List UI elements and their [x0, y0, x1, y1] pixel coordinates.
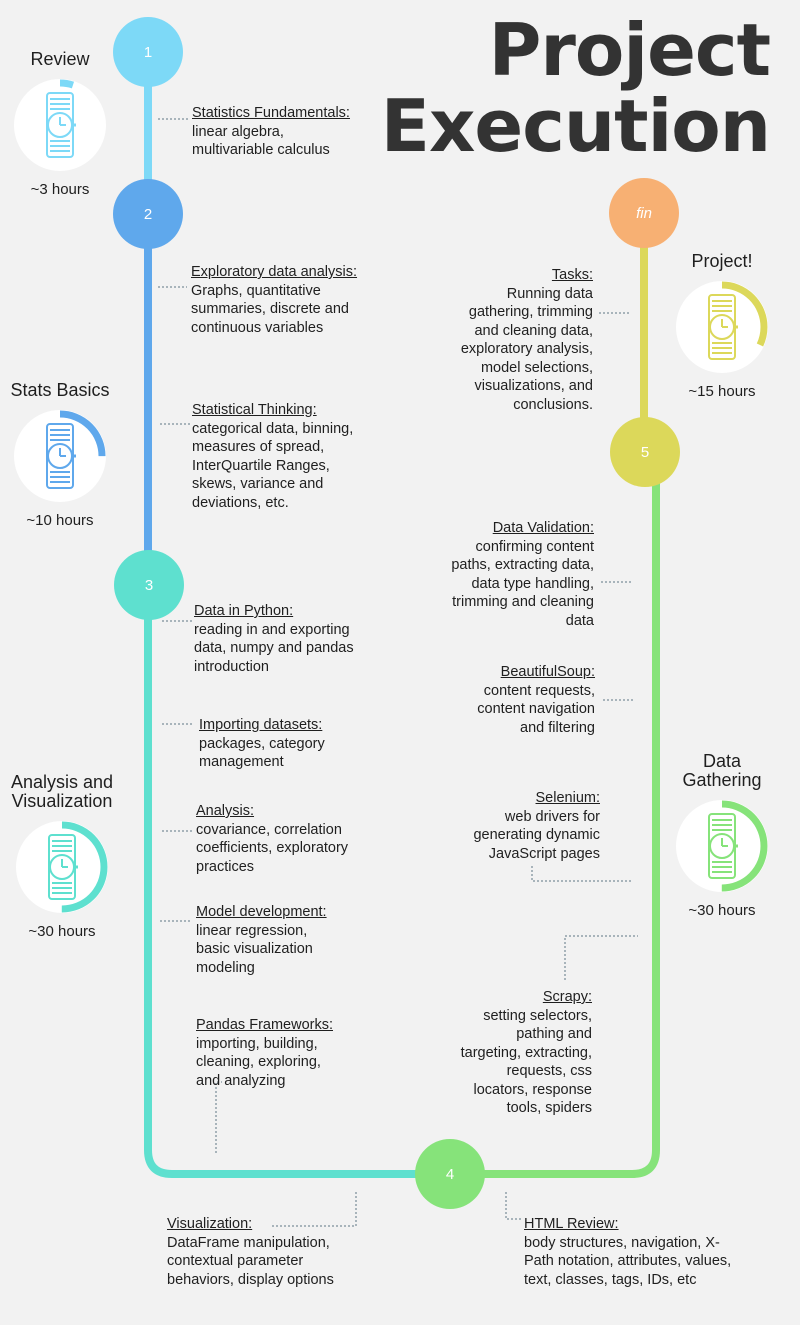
watch-icon [708, 813, 738, 879]
step-node-label: 4 [445, 1165, 455, 1183]
block-heading: Data in Python: [194, 603, 294, 619]
step-node-label: 5 [640, 443, 650, 461]
block-heading: Statistics Fundamentals: [192, 105, 350, 121]
block-heading: Model development: [196, 904, 327, 920]
segment-analysis [144, 610, 420, 1178]
step-node-label: 1 [143, 43, 153, 61]
step-node-4: 4 [415, 1139, 485, 1209]
block-pandas-frameworks: Pandas Frameworks: importing, building, … [196, 1016, 333, 1090]
phase-analysis: Analysis and Visualization ~30 hours [0, 772, 124, 941]
block-scrapy: Scrapy: setting selectors, pathing and t… [461, 988, 592, 1118]
block-body: reading in and exporting data, numpy and… [194, 621, 354, 675]
block-heading: Statistical Thinking: [192, 402, 317, 418]
block-analysis: Analysis: covariance, correlation coeffi… [196, 802, 348, 876]
block-body: linear algebra, multivariable calculus [192, 123, 330, 159]
block-heading: Visualization: [167, 1216, 253, 1232]
page-title: Project Execution [380, 8, 771, 168]
block-data-in-python: Data in Python: reading in and exporting… [194, 602, 354, 676]
block-html-review: HTML Review: body structures, navigation… [524, 1215, 731, 1289]
block-body: linear regression, basic visualization m… [196, 922, 313, 976]
step-node-fin: fin [609, 178, 679, 248]
stopwatch-dial [676, 800, 768, 892]
block-body: packages, category management [199, 735, 325, 771]
stopwatch-icon [12, 77, 108, 173]
phase-hours: ~3 hours [30, 181, 90, 198]
block-tasks: Tasks: Running data gathering, trimming … [461, 266, 593, 414]
progress-arc [676, 800, 768, 892]
block-importing-datasets: Importing datasets: packages, category m… [199, 716, 325, 772]
stopwatch-dial [14, 410, 106, 502]
step-node-5: 5 [610, 417, 680, 487]
stopwatch-dial [16, 821, 108, 913]
watch-icon [48, 834, 78, 900]
block-heading: Exploratory data analysis: [191, 264, 358, 280]
stopwatch-dial [14, 79, 106, 171]
step-node-2: 2 [113, 179, 183, 249]
phase-stats-basics: Stats Basics ~10 hours [0, 380, 120, 530]
block-heading: Importing datasets: [199, 717, 323, 733]
stopwatch-icon [14, 819, 110, 915]
phase-name: Data Gathering [682, 751, 762, 790]
block-body: body structures, navigation, X- Path not… [524, 1234, 732, 1288]
progress-arc [14, 410, 106, 502]
block-body: DataFrame manipulation, contextual param… [167, 1234, 334, 1288]
phase-review: Review ~3 hours [0, 50, 120, 198]
watch-icon [708, 294, 738, 360]
block-beautifulsoup: BeautifulSoup: content requests, content… [477, 663, 595, 737]
stopwatch-icon [674, 798, 770, 894]
phase-hours: ~15 hours [688, 383, 756, 400]
block-body: web drivers for generating dynamic JavaS… [473, 808, 600, 862]
stopwatch-icon [12, 408, 108, 504]
step-node-label: 2 [143, 205, 153, 223]
stopwatch-icon [674, 279, 770, 375]
block-body: content requests, content navigation and… [477, 682, 595, 736]
block-heading: Analysis: [196, 803, 255, 819]
phase-name: Review [30, 49, 90, 69]
progress-arc [14, 79, 106, 171]
phase-name: Analysis and Visualization [10, 772, 114, 811]
phase-data-gathering: Data Gathering ~30 hours [666, 752, 778, 919]
block-heading: HTML Review: [524, 1216, 619, 1232]
block-statistical-thinking: Statistical Thinking: categorical data, … [192, 401, 353, 512]
block-selenium: Selenium: web drivers for generating dyn… [473, 789, 600, 863]
phase-project: Project! ~15 hours [666, 252, 778, 400]
block-exploratory-data-analysis: Exploratory data analysis: Graphs, quant… [191, 263, 357, 337]
block-body: setting selectors, pathing and targeting… [460, 1007, 592, 1117]
phase-hours: ~30 hours [688, 902, 756, 919]
segment-gathering [478, 470, 660, 1178]
progress-arc [676, 281, 768, 373]
block-heading: Data Validation: [492, 520, 594, 536]
block-model-development: Model development: linear regression, ba… [196, 903, 327, 977]
block-body: Running data gathering, trimming and cle… [460, 285, 593, 413]
block-heading: Pandas Frameworks: [196, 1017, 333, 1033]
block-body: confirming content paths, extracting dat… [451, 538, 594, 629]
watch-icon [46, 423, 76, 489]
phase-hours: ~10 hours [26, 512, 94, 529]
phase-hours: ~30 hours [28, 923, 96, 940]
phase-name: Stats Basics [10, 380, 110, 400]
block-body: categorical data, binning, measures of s… [192, 420, 354, 511]
step-node-label: 3 [144, 576, 154, 594]
block-heading: Selenium: [535, 790, 600, 806]
step-node-1: 1 [113, 17, 183, 87]
block-statistics-fundamentals: Statistics Fundamentals: linear algebra,… [192, 104, 350, 160]
phase-name: Project! [691, 251, 753, 271]
block-body: importing, building, cleaning, exploring… [196, 1035, 321, 1089]
progress-arc [16, 821, 108, 913]
block-visualization: Visualization: DataFrame manipulation, c… [167, 1215, 334, 1289]
block-data-validation: Data Validation: confirming content path… [451, 519, 594, 630]
block-body: covariance, correlation coefficients, ex… [196, 821, 349, 875]
block-heading: Tasks: [551, 267, 593, 283]
connectors [158, 118, 638, 1227]
step-node-label: fin [636, 204, 652, 222]
watch-icon [46, 92, 76, 158]
step-node-3: 3 [114, 550, 184, 620]
stopwatch-dial [676, 281, 768, 373]
block-heading: BeautifulSoup: [500, 664, 595, 680]
block-body: Graphs, quantitative summaries, discrete… [191, 282, 349, 336]
block-heading: Scrapy: [542, 989, 592, 1005]
